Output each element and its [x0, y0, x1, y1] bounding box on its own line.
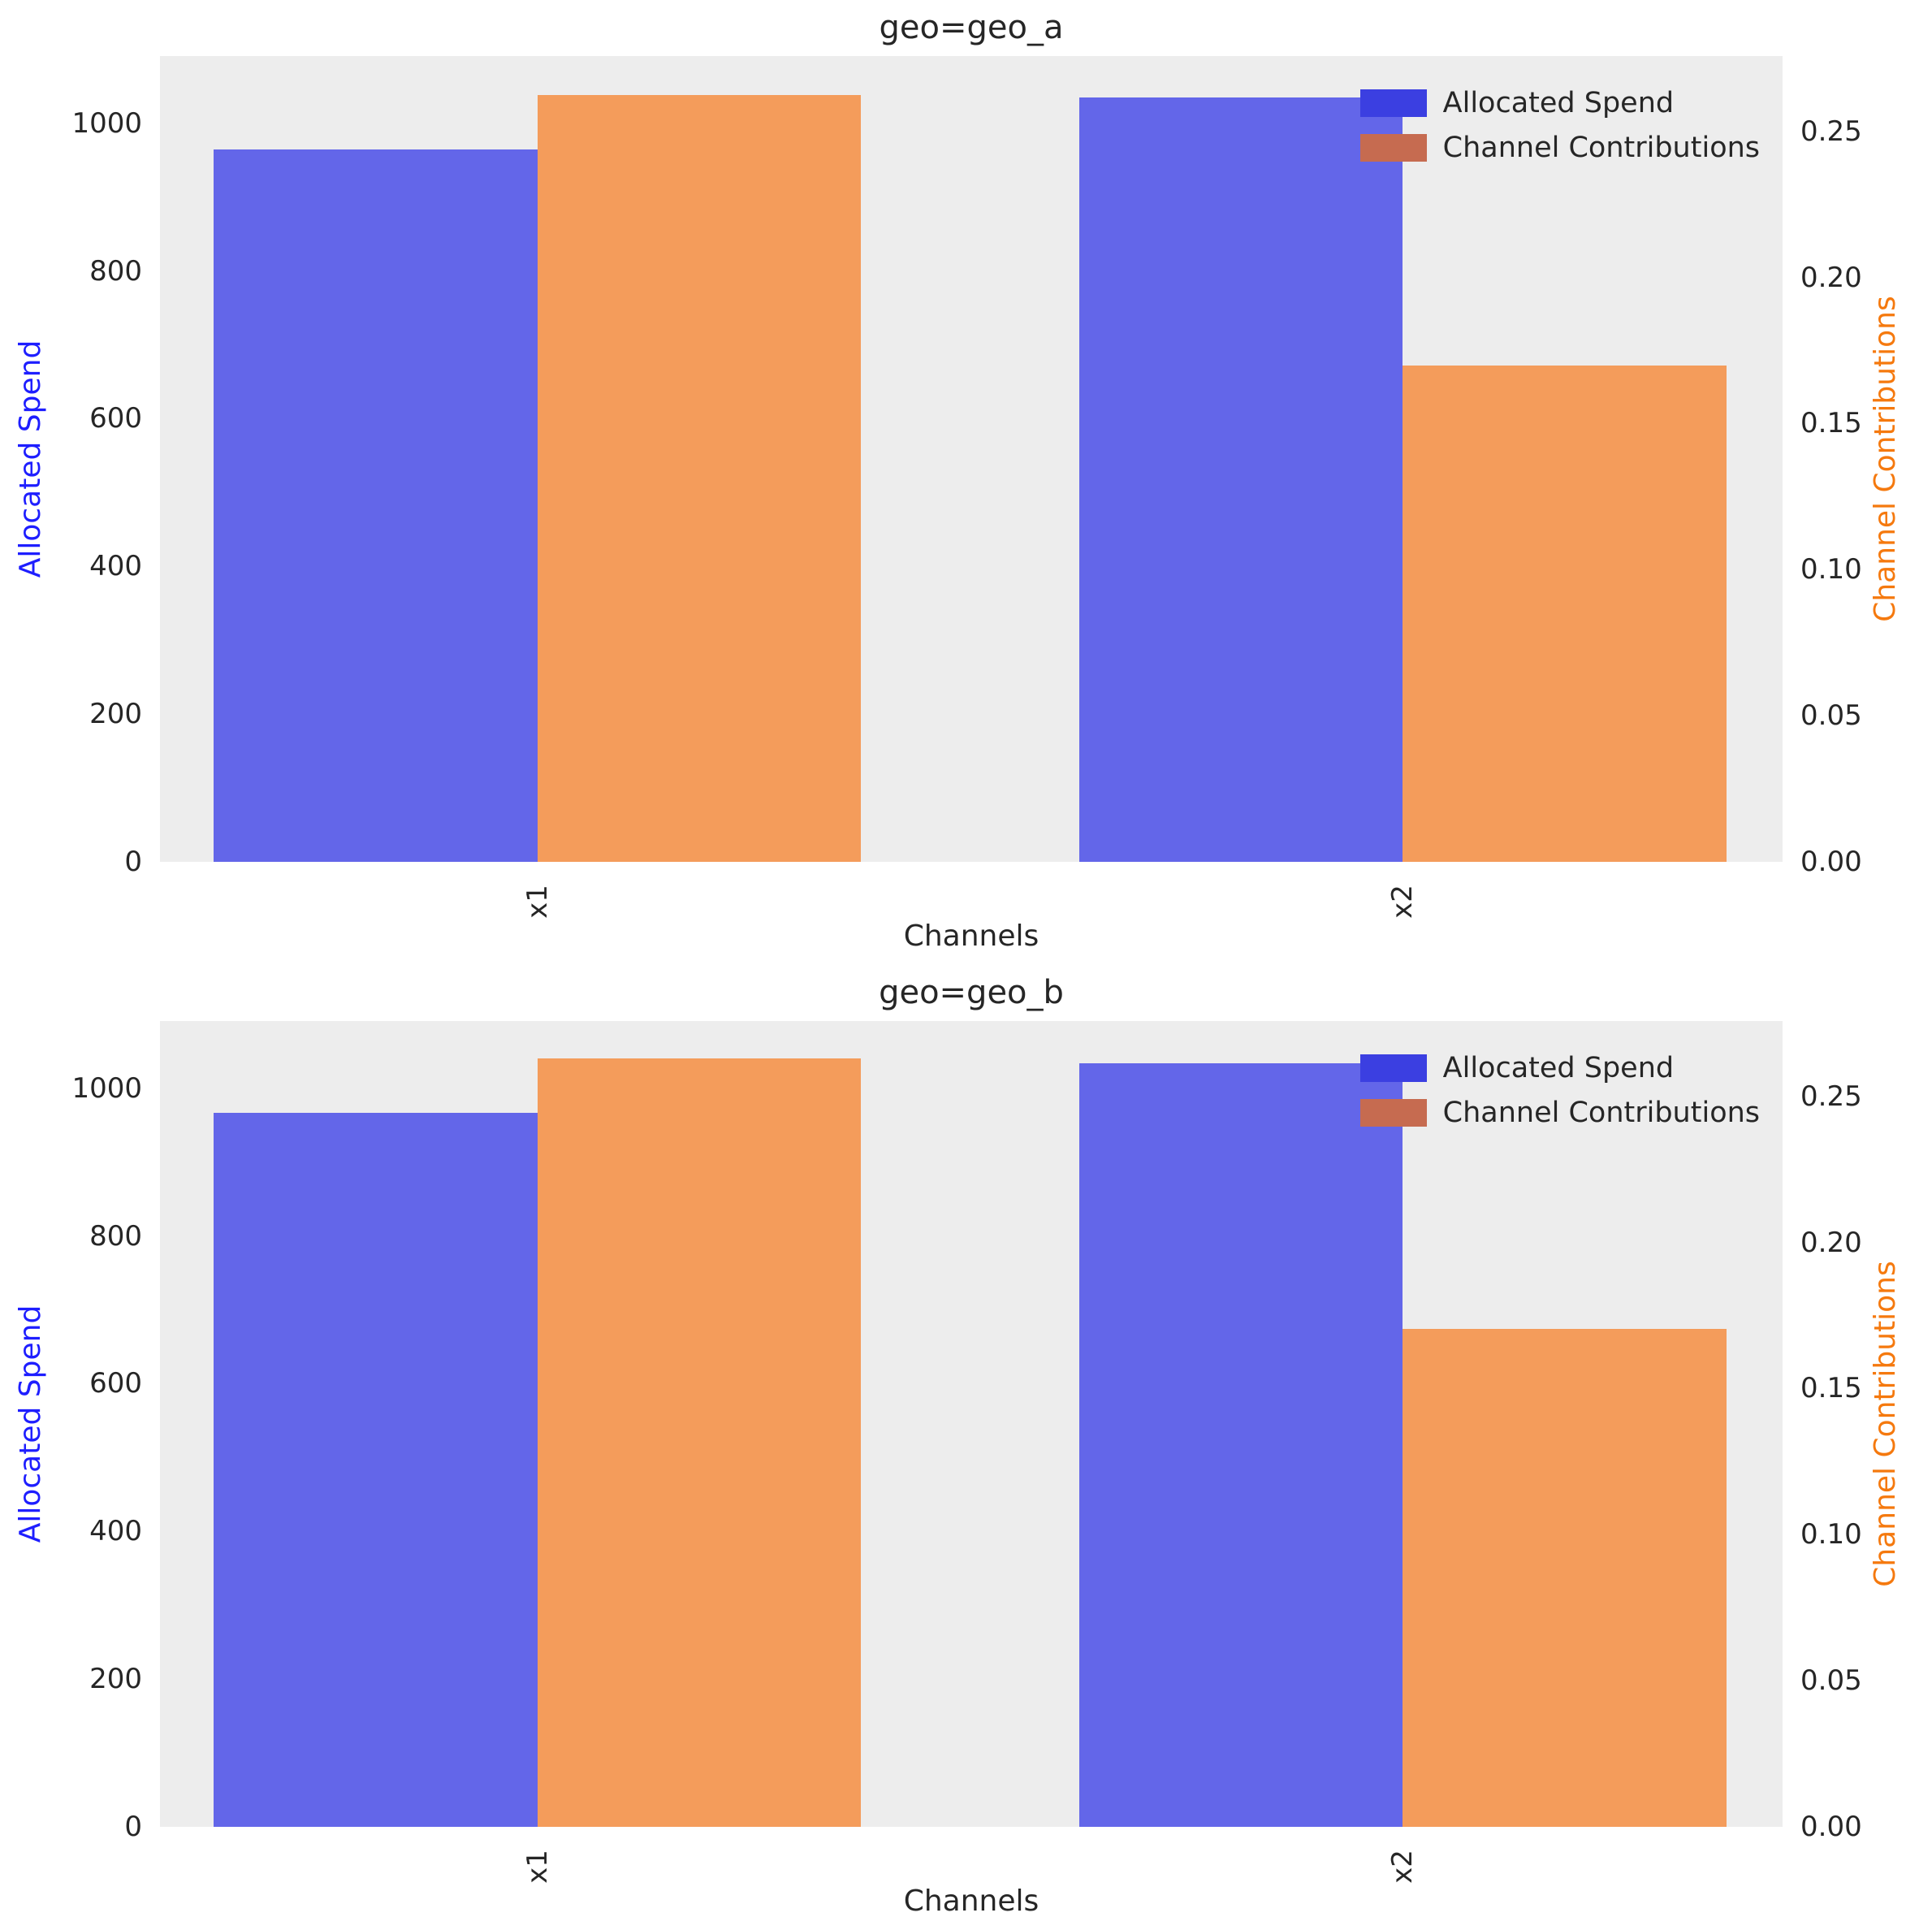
left-y-axis-label: Allocated Spend: [14, 340, 47, 578]
left-y-tick-label: 0: [124, 846, 142, 878]
right-y-tick-label: 0.20: [1800, 261, 1862, 294]
right-y-tick-label: 0.25: [1800, 115, 1862, 148]
right-y-tick-label: 0.20: [1800, 1226, 1862, 1259]
subplot-geo-b: geo=geo_b Allocated Spend Channel Contrib…: [0, 965, 1932, 1930]
legend-label: Allocated Spend: [1442, 86, 1675, 119]
right-y-tick-label: 0.25: [1800, 1080, 1862, 1113]
legend: Allocated Spend Channel Contributions: [1359, 86, 1761, 165]
allocated-spend-bar-x2: [1078, 1062, 1403, 1827]
left-y-tick-label: 1000: [71, 1071, 142, 1105]
x-axis-label: Channels: [903, 920, 1039, 953]
legend-label: Channel Contributions: [1442, 132, 1761, 165]
right-y-axis-label: Channel Contributions: [1869, 296, 1902, 622]
legend: Allocated Spend Channel Contributions: [1359, 1051, 1761, 1130]
right-y-tick-labels: 0.00 0.05 0.10 0.15 0.20 0.25: [1800, 1021, 1932, 1841]
legend-label: Channel Contributions: [1442, 1097, 1761, 1130]
legend-entry: Allocated Spend: [1359, 1051, 1760, 1084]
right-y-tick-label: 0.15: [1800, 407, 1862, 440]
allocated-spend-bar-x2: [1078, 97, 1403, 862]
right-y-tick-label: 0.10: [1800, 553, 1862, 586]
legend-label: Allocated Spend: [1442, 1051, 1675, 1084]
right-y-tick-label: 0.00: [1800, 1811, 1862, 1843]
left-y-tick-label: 400: [89, 1515, 142, 1548]
channel-contribution-bar-x2: [1403, 1328, 1727, 1827]
allocated-spend-bar-x1: [213, 1112, 538, 1827]
right-y-tick-labels: 0.00 0.05 0.10 0.15 0.20 0.25: [1800, 56, 1932, 876]
left-y-axis-label: Allocated Spend: [14, 1305, 47, 1543]
legend-entry: Allocated Spend: [1359, 86, 1760, 119]
channel-contribution-bar-x1: [537, 1058, 862, 1827]
right-y-tick-label: 0.00: [1800, 846, 1862, 878]
left-y-tick-label: 200: [89, 698, 142, 731]
channel-contributions-legend-swatch: [1359, 134, 1427, 162]
legend-entry: Channel Contributions: [1359, 132, 1761, 165]
channel-contributions-legend-swatch: [1359, 1099, 1427, 1127]
subplot-title: geo=geo_a: [879, 9, 1064, 46]
right-y-axis-label: Channel Contributions: [1869, 1261, 1902, 1587]
x-axis-label: Channels: [903, 1885, 1039, 1918]
subplot-title: geo=geo_b: [879, 974, 1064, 1011]
right-y-tick-label: 0.15: [1800, 1372, 1862, 1405]
right-y-tick-label: 0.05: [1800, 699, 1862, 733]
legend-entry: Channel Contributions: [1359, 1097, 1761, 1130]
left-y-tick-label: 600: [89, 1367, 142, 1400]
channel-contribution-bar-x1: [537, 94, 862, 862]
left-y-tick-label: 1000: [71, 106, 142, 140]
left-y-tick-label: 600: [89, 402, 142, 435]
bars-container: [160, 1021, 1783, 1827]
left-y-tick-label: 800: [89, 1219, 142, 1253]
allocated-spend-legend-swatch: [1359, 89, 1427, 117]
bars-container: [160, 56, 1783, 862]
left-y-tick-labels: 0 200 400 600 800 1000: [0, 56, 142, 876]
allocated-spend-bar-x1: [213, 149, 538, 862]
right-y-tick-label: 0.10: [1800, 1518, 1862, 1551]
left-y-tick-label: 400: [89, 550, 142, 583]
left-y-tick-labels: 0 200 400 600 800 1000: [0, 1021, 142, 1841]
allocated-spend-legend-swatch: [1359, 1054, 1427, 1082]
plot-area: Allocated Spend Channel Contributions: [160, 1021, 1783, 1827]
left-y-tick-label: 800: [89, 254, 142, 288]
subplot-geo-a: geo=geo_a Allocated Spend Channel Contrib…: [0, 9, 1932, 953]
left-y-tick-label: 200: [89, 1663, 142, 1696]
channel-contribution-bar-x2: [1403, 365, 1727, 862]
plot-area: Allocated Spend Channel Contributions: [160, 56, 1783, 862]
right-y-tick-label: 0.05: [1800, 1664, 1862, 1698]
left-y-tick-label: 0: [124, 1811, 142, 1843]
